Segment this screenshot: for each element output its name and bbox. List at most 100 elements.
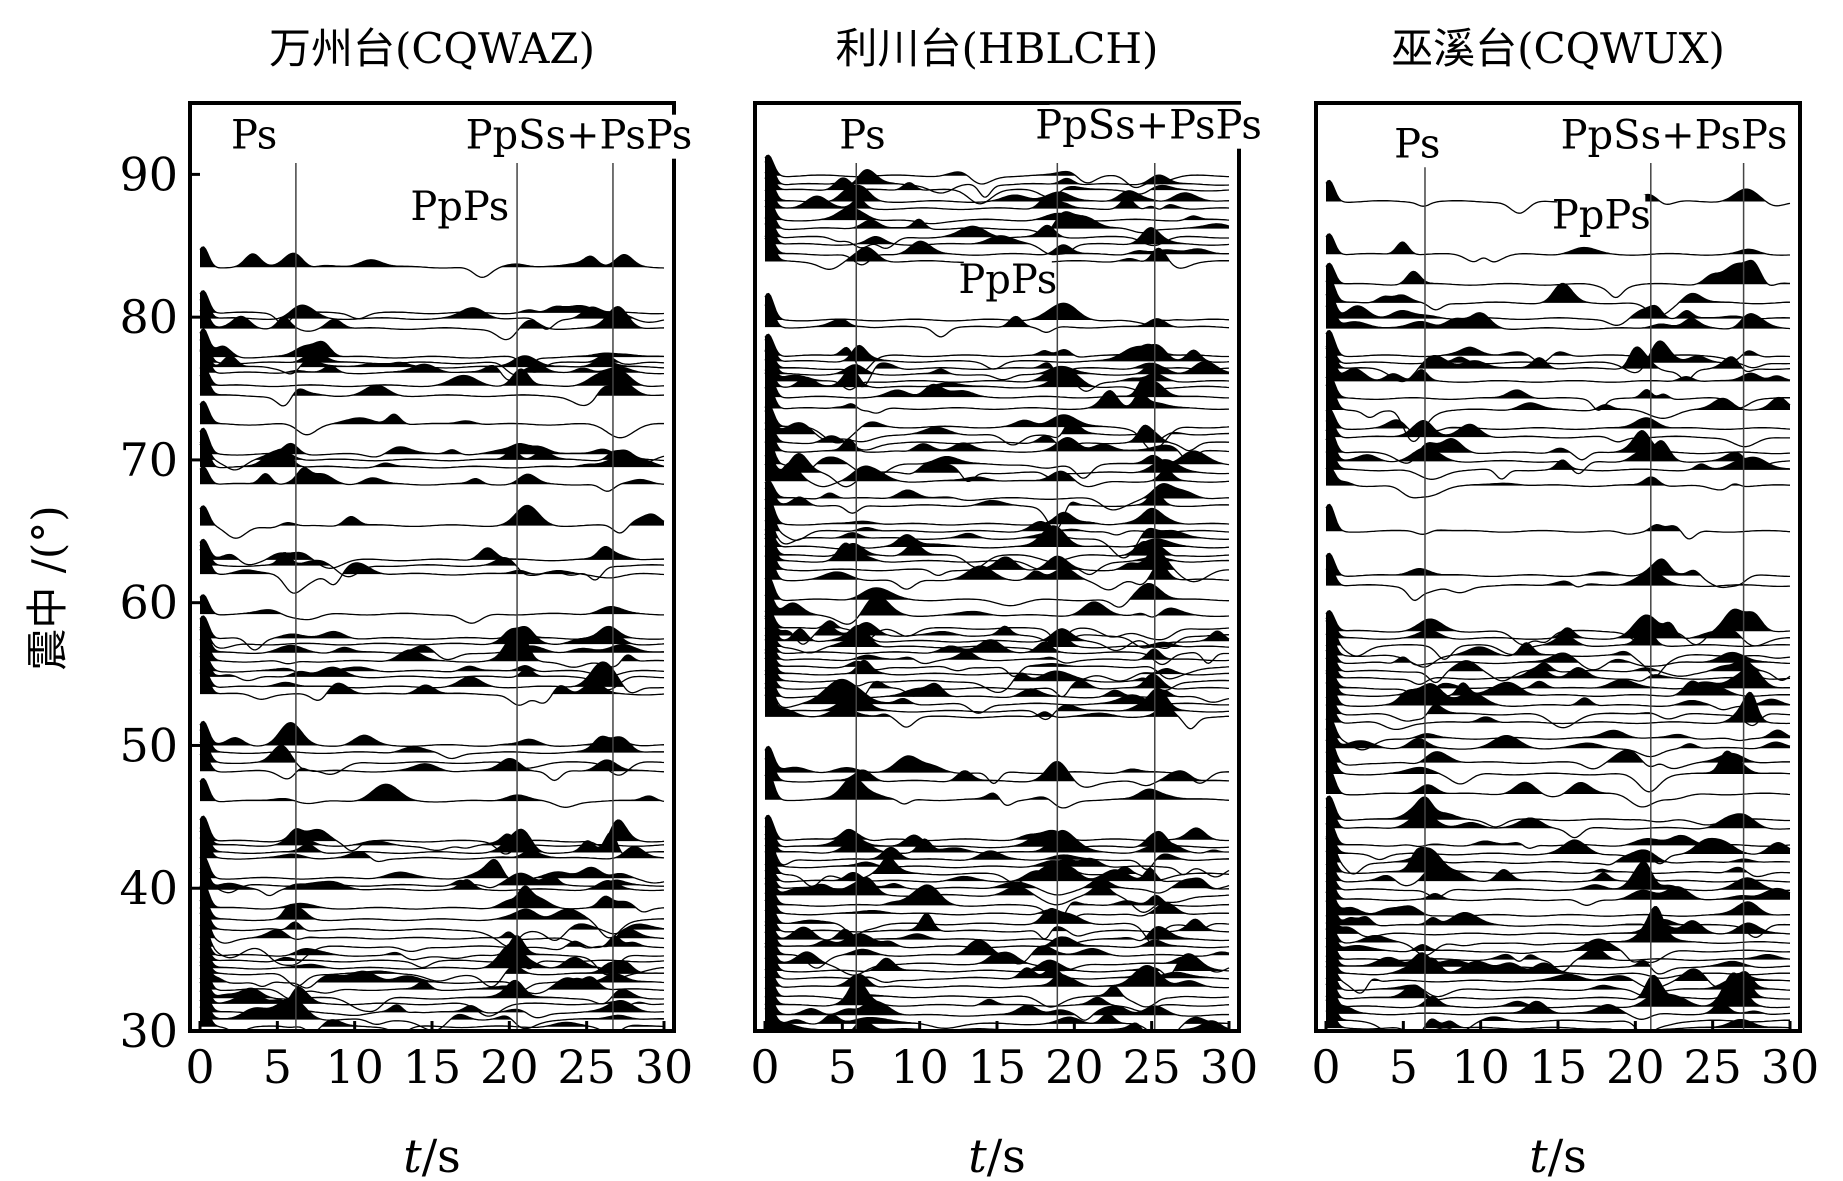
trace-fill: [765, 407, 1229, 435]
trace-line: [199, 882, 665, 913]
trace-fill: [1326, 504, 1790, 532]
phase-label: PpSs+PsPs: [1035, 103, 1262, 149]
trace-line: [1325, 647, 1791, 684]
trace-fill: [1326, 345, 1790, 369]
trace-line: [199, 669, 665, 706]
trace-line: [199, 777, 665, 808]
y-tick-label: 60: [119, 576, 178, 630]
trace-line: [199, 504, 665, 539]
trace-line: [1325, 803, 1791, 839]
trace-line: [764, 419, 1230, 452]
trace-fill: [200, 979, 664, 1004]
trace-fill: [1326, 680, 1790, 706]
trace-line: [764, 495, 1230, 526]
phase-label: Ps: [839, 113, 885, 159]
trace-line: [1325, 352, 1791, 383]
trace-group: [199, 246, 665, 1031]
phase-label-background: [1575, 114, 1773, 159]
trace-fill: [200, 866, 664, 886]
trace-fill: [1326, 291, 1790, 319]
trace-line: [1325, 679, 1791, 711]
trace-line: [764, 823, 1230, 849]
y-tick-label: 30: [119, 1004, 178, 1058]
trace-line: [199, 897, 664, 939]
trace-line: [199, 400, 664, 439]
trace-line: [1325, 373, 1790, 411]
trace-line: [1325, 725, 1791, 758]
panel-title: 巫溪台(CQWUX): [1391, 24, 1725, 73]
trace-fill: [200, 347, 664, 368]
trace-line: [764, 345, 1230, 381]
trace-line: [764, 438, 1230, 479]
trace-fill: [765, 158, 1229, 185]
trace-line: [199, 954, 665, 988]
y-axis-label: 震中 /(°): [23, 505, 72, 670]
trace-line: [199, 868, 665, 897]
trace-fill: [200, 626, 664, 653]
x-tick-label: 10: [890, 1040, 949, 1094]
trace-line: [764, 232, 1230, 266]
x-tick-label: 0: [750, 1040, 779, 1094]
x-tick-label: 5: [263, 1040, 292, 1094]
trace-fill: [200, 778, 664, 802]
trace-fill: [765, 420, 1229, 443]
trace-line: [199, 371, 665, 407]
trace-fill: [765, 980, 1229, 1006]
trace-fill: [200, 752, 664, 772]
trace-fill: [1326, 906, 1790, 943]
y-tick-labels: 30 40 50 60 70 80 90: [119, 147, 200, 1058]
trace-fill: [200, 441, 664, 468]
trace-line: [764, 518, 1230, 559]
x-tick-label: 5: [1389, 1040, 1418, 1094]
trace-line: [1325, 552, 1790, 589]
trace-line: [199, 751, 665, 782]
trace-line: [1325, 407, 1791, 436]
trace-fill: [1326, 408, 1790, 429]
trace-fill: [765, 174, 1229, 202]
trace-fill: [1326, 878, 1790, 900]
trace-fill: [1326, 973, 1790, 1007]
trace-line: [1325, 665, 1791, 701]
x-tick-label: 0: [185, 1040, 214, 1094]
x-tick-labels: 0 5 10 15 20 25 30: [750, 1021, 1258, 1094]
trace-line: [1325, 974, 1790, 1001]
trace-line: [199, 942, 665, 978]
trace-fill: [200, 855, 664, 879]
x-tick-label: 10: [1451, 1040, 1510, 1094]
phase-label: PpSs+PsPs: [466, 113, 693, 159]
trace-line: [199, 347, 664, 381]
phase-label-background: [232, 114, 277, 159]
y-tick-label: 70: [119, 433, 178, 487]
trace-line: [764, 542, 1229, 583]
phase-label: PpSs+PsPs: [1561, 113, 1788, 159]
trace-fill: [200, 869, 664, 890]
trace-fill: [765, 943, 1229, 971]
trace-fill: [1326, 716, 1790, 739]
trace-line: [1325, 887, 1790, 917]
trace-fill: [765, 633, 1229, 653]
trace-fill: [765, 439, 1229, 465]
trace-line: [1325, 952, 1790, 979]
trace-fill: [765, 542, 1229, 570]
trace-line: [764, 369, 1229, 399]
trace-line: [764, 874, 1230, 913]
trace-fill: [1326, 737, 1790, 763]
trace-fill: [1326, 897, 1790, 926]
trace-line: [764, 993, 1229, 1021]
trace-line: [199, 296, 665, 330]
trace-line: [764, 169, 1230, 205]
trace-line: [1325, 748, 1791, 793]
phase-label-group: Ps PpSs+PsPs PpPs: [1394, 113, 1787, 239]
x-tick-label: 15: [968, 1040, 1027, 1094]
trace-fill: [765, 336, 1229, 362]
trace-line: [1325, 503, 1791, 540]
y-tick-label: 50: [119, 718, 178, 772]
trace-line: [1325, 942, 1791, 975]
trace-line: [199, 909, 665, 949]
trace-line: [764, 683, 1230, 721]
trace-fill: [1326, 834, 1790, 854]
x-tick-label: 0: [1311, 1040, 1340, 1094]
trace-fill: [1326, 862, 1790, 882]
trace-line: [764, 452, 1229, 488]
